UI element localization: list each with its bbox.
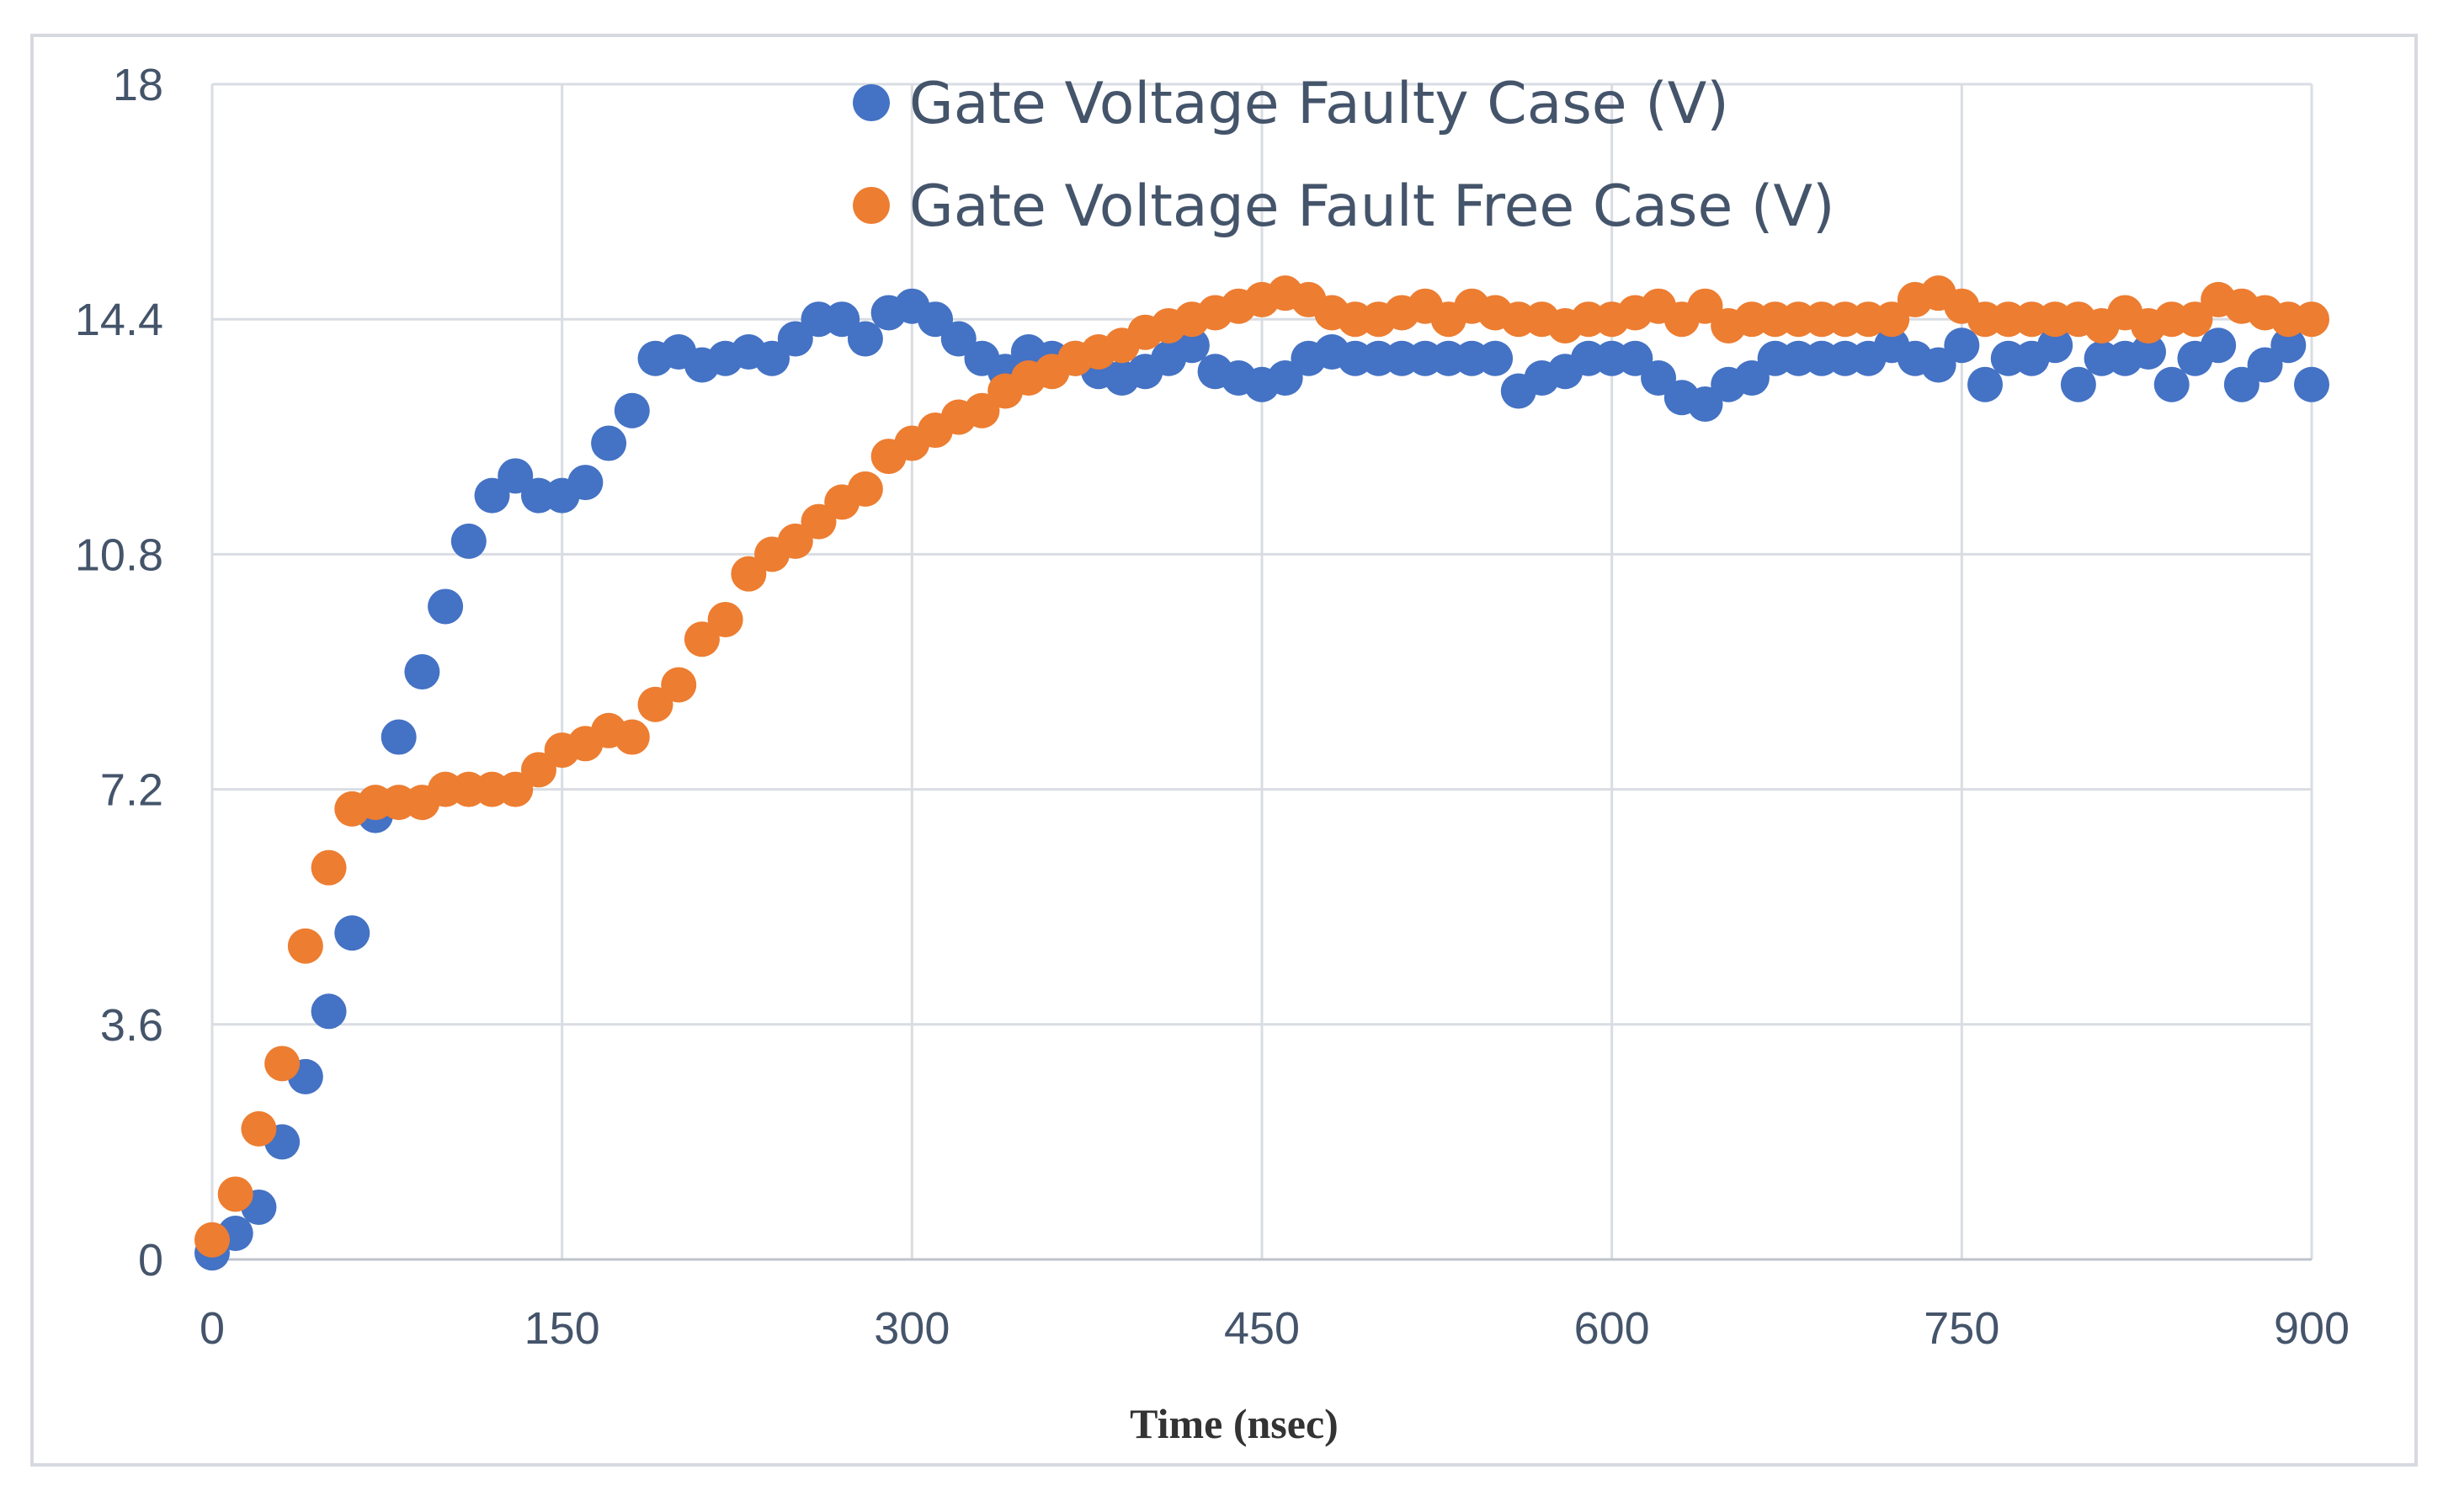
data-point [2131, 333, 2167, 370]
data-point [707, 601, 743, 637]
data-point [520, 752, 556, 788]
y-tick-label: 0 [138, 1235, 163, 1286]
legend-marker-faulty [853, 84, 890, 121]
data-point [2247, 347, 2283, 383]
data-point [847, 321, 883, 357]
data-point [940, 321, 977, 357]
grid-layer [210, 83, 2313, 1261]
data-point [241, 1110, 277, 1147]
points-layer [194, 275, 2329, 1271]
data-point [1267, 360, 1303, 396]
data-point [450, 523, 487, 559]
data-point [567, 465, 604, 501]
data-point [777, 523, 813, 559]
data-point [661, 667, 697, 703]
data-point [614, 392, 650, 429]
legend-label-faulty: Gate Voltage Faulty Case (V) [909, 71, 1729, 137]
data-point [614, 719, 650, 755]
data-point [194, 1222, 230, 1258]
data-point [731, 556, 767, 592]
data-point [2153, 366, 2190, 402]
data-point [964, 392, 1000, 429]
data-point [801, 503, 837, 540]
data-point [777, 321, 813, 357]
data-point [428, 588, 464, 625]
data-point [2294, 301, 2329, 338]
data-point [1641, 360, 1677, 396]
data-point [381, 719, 417, 755]
data-point [1967, 366, 2004, 402]
data-point [334, 915, 370, 951]
x-tick-label: 300 [874, 1303, 950, 1354]
data-point [217, 1176, 253, 1212]
data-point [591, 425, 627, 461]
data-point [918, 301, 954, 338]
data-point [684, 621, 720, 658]
data-point [1617, 340, 1653, 376]
chart-svg: 0 150 300 450 600 750 900 0 3.6 7.2 10.8 14.4 18 Gat… [75, 60, 2350, 1447]
chart-frame: 0 150 300 450 600 750 900 0 3.6 7.2 10.8 14.4 18 Gat… [30, 34, 2418, 1467]
data-point [2037, 327, 2073, 364]
data-point [1944, 327, 1980, 364]
data-point [404, 654, 440, 689]
x-tick-label: 150 [524, 1303, 600, 1354]
y-tick-label: 3.6 [100, 1000, 163, 1051]
data-point [311, 993, 347, 1030]
data-point [2294, 366, 2329, 402]
x-tick-label: 900 [2274, 1303, 2350, 1354]
data-point [1477, 340, 1514, 376]
data-point [2177, 301, 2213, 338]
data-point [754, 340, 790, 376]
data-point [1687, 386, 1723, 423]
data-point [824, 301, 860, 338]
data-point [1174, 327, 1210, 364]
data-point [2270, 327, 2307, 364]
x-tick-label: 750 [1924, 1303, 1999, 1354]
data-point [637, 686, 673, 722]
series-fault-free [194, 275, 2329, 1258]
data-point [2201, 327, 2237, 364]
y-tick-label: 18 [113, 60, 163, 110]
legend-label-fault-free: Gate Voltage Fault Free Case (V) [909, 173, 1835, 240]
data-point [474, 477, 510, 514]
data-point [1920, 347, 1956, 383]
data-point [287, 928, 323, 964]
data-point [311, 849, 347, 886]
data-point [1687, 288, 1723, 324]
x-tick-label: 0 [200, 1303, 225, 1354]
data-point [2060, 366, 2096, 402]
data-point [264, 1046, 301, 1082]
data-point [1874, 301, 1910, 338]
x-tick-label: 450 [1224, 1303, 1300, 1354]
y-tick-label: 10.8 [75, 530, 163, 580]
data-point [1733, 360, 1770, 396]
data-point [498, 458, 534, 494]
data-point [847, 471, 883, 507]
y-tick-label: 7.2 [100, 765, 163, 816]
x-axis-title: Time (nsec) [1130, 1400, 1339, 1447]
legend: Gate Voltage Faulty Case (V) Gate Voltag… [853, 71, 1835, 240]
x-tick-label: 600 [1574, 1303, 1650, 1354]
legend-marker-fault-free [853, 187, 890, 224]
data-point [498, 771, 534, 807]
tick-layer: 0 150 300 450 600 750 900 0 3.6 7.2 10.8 14.4 18 [75, 60, 2350, 1354]
data-point [2223, 366, 2259, 402]
y-tick-label: 14.4 [75, 295, 163, 345]
